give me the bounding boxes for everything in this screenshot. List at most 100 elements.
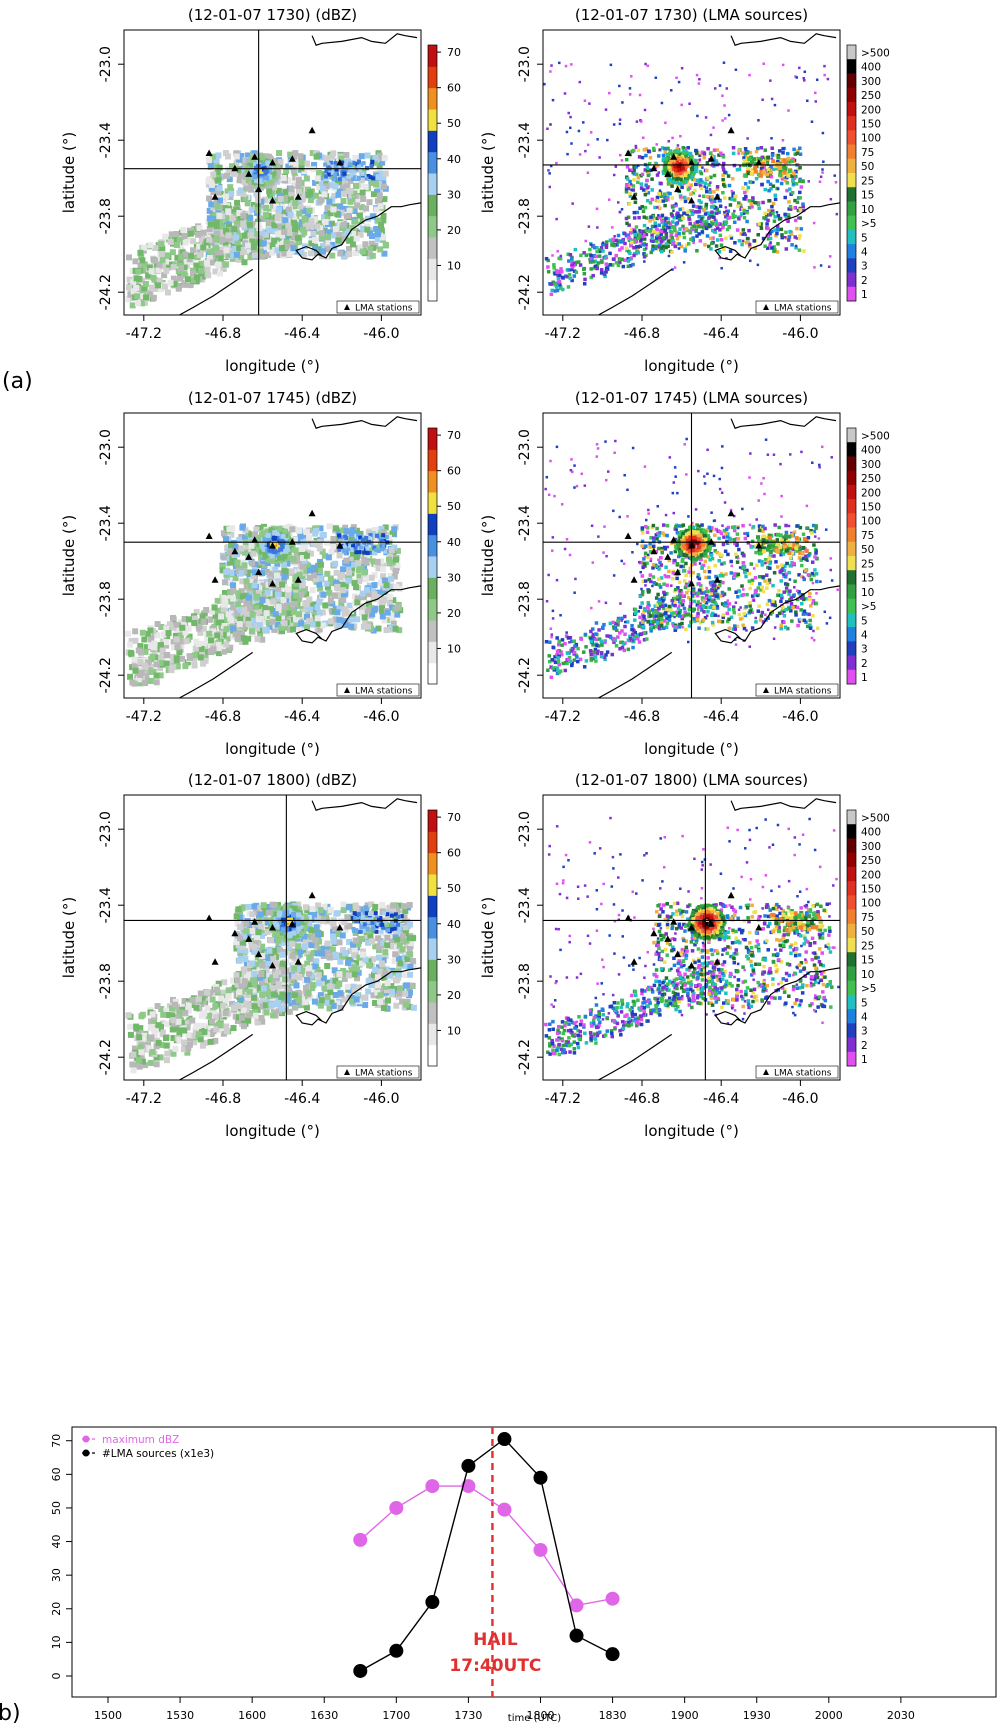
colorbar-tick-label: 40 <box>447 918 461 931</box>
colorbar-tick-label: 2 <box>861 658 868 670</box>
x-tick-label: -46.8 <box>624 326 660 342</box>
colorbar-tick-label: 40 <box>447 153 461 166</box>
coastline <box>311 798 418 811</box>
y-tick-label: -23.8 <box>517 581 533 617</box>
y-tick-label: -23.0 <box>98 429 114 465</box>
lma-station-marker <box>624 149 632 156</box>
map-data-cells <box>125 150 389 309</box>
lma-station-marker <box>251 536 259 543</box>
colorbar-tick-label: 150 <box>861 501 881 513</box>
colorbar-tick-label: 60 <box>447 465 461 478</box>
hail-annotation-time: 17:40UTC <box>449 1656 541 1676</box>
data-point <box>425 1595 440 1610</box>
lma-station-marker <box>288 155 296 162</box>
lma-station-marker <box>670 918 678 925</box>
x-tick-label: 1630 <box>310 1709 338 1722</box>
colorbar-tick-label: 20 <box>447 224 461 237</box>
map-data-cells <box>544 816 840 1057</box>
y-tick-label: -23.0 <box>98 46 114 82</box>
lma-station-marker <box>688 924 695 931</box>
lma-station-marker <box>650 547 658 555</box>
x-tick-label: -47.2 <box>126 326 162 342</box>
lma-station-marker <box>308 126 316 134</box>
legend-box <box>755 300 839 314</box>
colorbar-tick-label: >5 <box>861 601 876 613</box>
x-tick-label: -46.8 <box>624 709 660 725</box>
colorbar-segment <box>428 980 437 1003</box>
x-tick-label: 1730 <box>454 1709 482 1722</box>
lma-station-marker <box>336 159 344 166</box>
map-title: (12-01-07 1730) (dBZ) <box>188 6 357 24</box>
x-axis-label: longitude (°) <box>225 1122 320 1140</box>
colorbar-segment <box>847 130 856 146</box>
x-tick-label: -46.8 <box>624 1091 660 1107</box>
legend-label: LMA stations <box>774 1069 832 1079</box>
colorbar-tick-label: 30 <box>447 571 461 584</box>
coastline <box>730 33 837 46</box>
lma-station-marker <box>251 918 259 925</box>
lma-station-marker <box>231 547 239 555</box>
colorbar-tick-label: 400 <box>861 445 881 457</box>
lma-station-marker <box>755 924 763 931</box>
lma-station-marker <box>713 193 721 200</box>
colorbar-frame <box>846 427 857 685</box>
lma-station-marker <box>205 149 213 156</box>
coastline <box>598 268 673 315</box>
y-tick-label: 0 <box>50 1673 63 1680</box>
colorbar-tick-label: 50 <box>861 544 874 556</box>
colorbar-tick-label: 50 <box>861 161 874 173</box>
map-data-cells <box>125 901 417 1074</box>
colorbar-segment <box>428 959 437 982</box>
map-title: (12-01-07 1800) (LMA sources) <box>575 771 808 789</box>
colorbar-segment <box>428 831 437 854</box>
lma-station-marker <box>650 164 658 172</box>
x-tick-label: -46.8 <box>205 326 241 342</box>
x-tick-label: -46.0 <box>782 709 818 725</box>
legend-station-icon <box>344 304 350 310</box>
lma-station-marker <box>670 536 678 543</box>
y-axis-label: latitude (°) <box>60 897 78 979</box>
coastline <box>311 33 418 46</box>
colorbar-tick-label: 15 <box>861 955 874 967</box>
colorbar-tick-label: 50 <box>447 500 461 513</box>
lma-station-marker <box>630 193 638 200</box>
map-data-cells <box>543 61 839 297</box>
colorbar-tick-label: 50 <box>447 117 461 130</box>
colorbar-tick-label: 3 <box>861 261 868 273</box>
lma-station-marker <box>336 924 344 931</box>
colorbar-segment <box>847 852 856 868</box>
colorbar-segment <box>847 73 856 89</box>
colorbar-segment <box>847 966 856 982</box>
legend-label: #LMA sources (x1e3) <box>102 1448 214 1460</box>
y-tick-label: -23.4 <box>98 887 114 923</box>
colorbar-segment <box>847 598 856 614</box>
x-tick-label: -46.0 <box>363 326 399 342</box>
colorbar-segment <box>428 874 437 896</box>
x-tick-label: 2000 <box>815 1709 843 1722</box>
lma-station-marker <box>288 538 296 545</box>
colorbar-segment <box>428 45 437 67</box>
lma-station-marker <box>255 568 263 576</box>
data-point <box>533 1542 548 1557</box>
x-axis-label: longitude (°) <box>225 740 320 758</box>
colorbar-segment <box>428 556 437 578</box>
lma-station-marker <box>688 962 695 969</box>
y-tick-label: -24.2 <box>98 657 114 693</box>
colorbar-tick-label: 20 <box>447 607 461 620</box>
x-tick-label: -47.2 <box>126 709 162 725</box>
coastline <box>179 1033 254 1080</box>
colorbar-segment <box>847 456 856 472</box>
lma-station-marker <box>269 580 276 587</box>
data-point <box>461 1479 476 1494</box>
lma-station-marker <box>650 929 658 937</box>
colorbar-segment <box>847 655 856 671</box>
plot-frame <box>542 794 841 1081</box>
y-tick-label: -23.4 <box>517 505 533 541</box>
colorbar-tick-label: 400 <box>861 62 881 74</box>
colorbar-segment <box>428 513 437 536</box>
colorbar-segment <box>847 1009 856 1024</box>
colorbar-segment <box>847 570 856 585</box>
colorbar-segment <box>847 144 856 160</box>
coastline <box>295 585 421 644</box>
